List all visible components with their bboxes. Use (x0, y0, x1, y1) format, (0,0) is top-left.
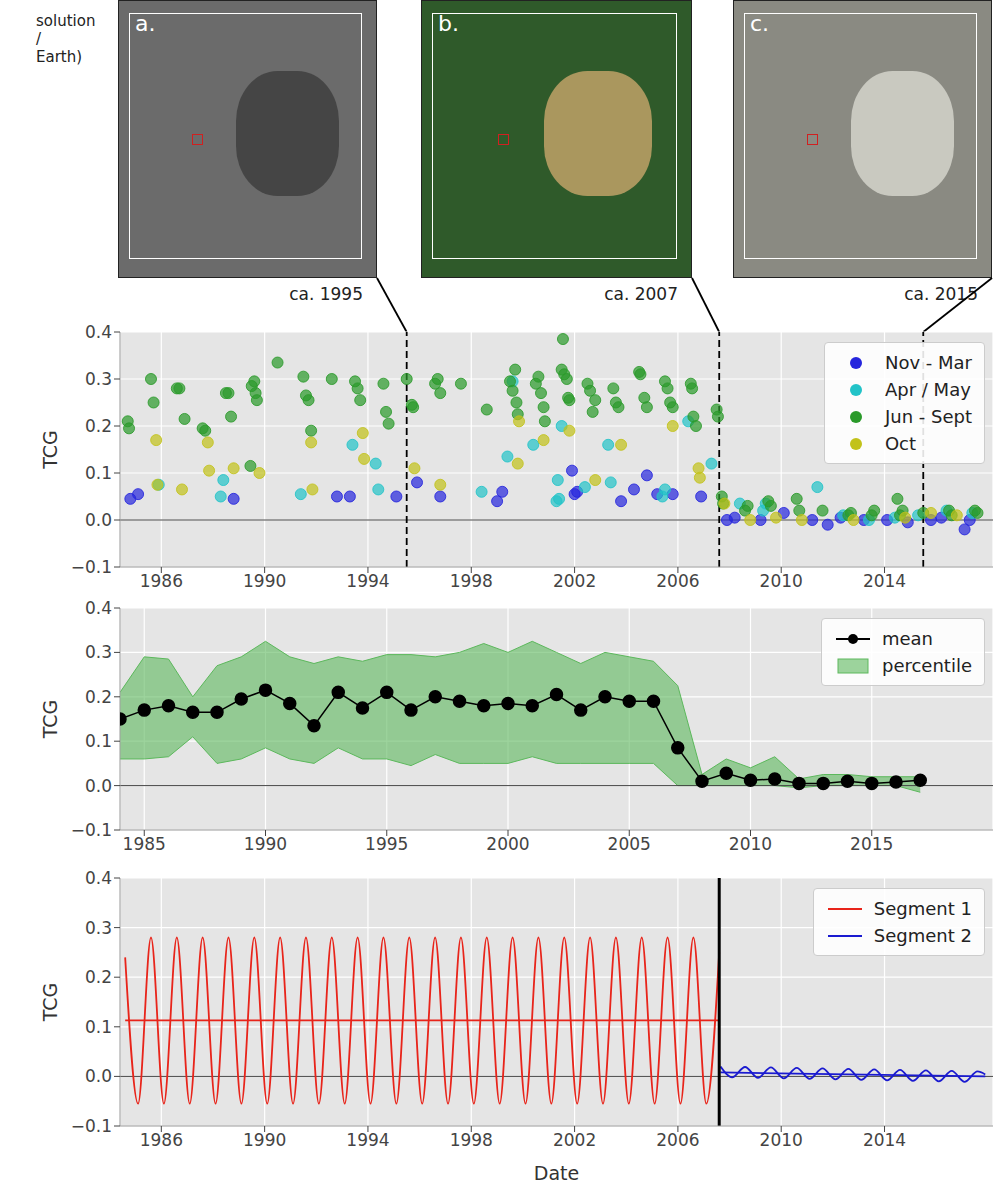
html-text:solution: solution (36, 12, 96, 30)
svg-text:0.3: 0.3 (85, 918, 112, 938)
svg-text:2005: 2005 (608, 834, 651, 854)
svg-text:1990: 1990 (243, 571, 286, 591)
svg-text:0.3: 0.3 (85, 642, 112, 662)
svg-text:1990: 1990 (244, 834, 287, 854)
svg-text:2010: 2010 (760, 571, 803, 591)
svg-text:0.2: 0.2 (85, 967, 112, 987)
svg-text:2006: 2006 (656, 571, 699, 591)
svg-text:2000: 2000 (486, 834, 529, 854)
svg-text:TCG: TCG (39, 983, 61, 1022)
svg-text:1998: 1998 (450, 1130, 493, 1150)
svg-text:0.3: 0.3 (85, 369, 112, 389)
svg-text:1998: 1998 (450, 571, 493, 591)
svg-text:−0.1: −0.1 (71, 820, 112, 840)
html-text:a.: a. (135, 11, 156, 36)
svg-text:0.0: 0.0 (85, 510, 112, 530)
svg-text:1994: 1994 (346, 571, 389, 591)
svg-text:2014: 2014 (863, 1130, 906, 1150)
svg-text:2010: 2010 (729, 834, 772, 854)
svg-text:2006: 2006 (656, 1130, 699, 1150)
html-text:Segment 2: Segment 2 (873, 925, 972, 946)
svg-text:2002: 2002 (553, 1130, 596, 1150)
svg-text:2010: 2010 (760, 1130, 803, 1150)
svg-text:0.2: 0.2 (85, 687, 112, 707)
svg-text:1990: 1990 (243, 1130, 286, 1150)
svg-text:1986: 1986 (140, 571, 183, 591)
svg-text:0.2: 0.2 (85, 416, 112, 436)
svg-text:0.4: 0.4 (85, 598, 112, 618)
svg-text:TCG: TCG (39, 700, 61, 739)
html-text:Apr / May: Apr / May (885, 379, 971, 400)
html-text:mean: mean (882, 628, 933, 649)
svg-text:0.0: 0.0 (85, 1066, 112, 1086)
svg-text:1994: 1994 (346, 1130, 389, 1150)
svg-text:1985: 1985 (123, 834, 166, 854)
svg-text:0.1: 0.1 (85, 1017, 112, 1037)
html-text:ca. 1995: ca. 1995 (289, 284, 363, 304)
svg-text:−0.1: −0.1 (71, 1116, 112, 1136)
svg-text:0.4: 0.4 (85, 868, 112, 888)
html-text:ca. 2015: ca. 2015 (904, 284, 978, 304)
svg-text:0.4: 0.4 (85, 322, 112, 342)
svg-text:2014: 2014 (863, 571, 906, 591)
html-text:Segment 1: Segment 1 (873, 898, 972, 919)
html-text:percentile: percentile (882, 655, 972, 676)
svg-text:0.0: 0.0 (85, 776, 112, 796)
svg-text:2015: 2015 (850, 834, 893, 854)
svg-text:0.1: 0.1 (85, 731, 112, 751)
html-text:ca. 2007: ca. 2007 (604, 284, 678, 304)
html-text:Nov - Mar: Nov - Mar (885, 352, 972, 373)
html-text:Jun - Sept: Jun - Sept (885, 406, 972, 427)
svg-text:1986: 1986 (140, 1130, 183, 1150)
svg-text:2002: 2002 (553, 571, 596, 591)
svg-text:Date: Date (534, 1162, 579, 1184)
svg-text:1995: 1995 (365, 834, 408, 854)
html-text:c.: c. (750, 11, 770, 36)
svg-text:0.1: 0.1 (85, 463, 112, 483)
html-text:Oct: Oct (885, 433, 917, 454)
svg-text:−0.1: −0.1 (71, 557, 112, 577)
html-text:Earth): Earth) (36, 48, 83, 66)
html-text:b.: b. (438, 11, 459, 36)
svg-text:TCG: TCG (39, 430, 61, 469)
